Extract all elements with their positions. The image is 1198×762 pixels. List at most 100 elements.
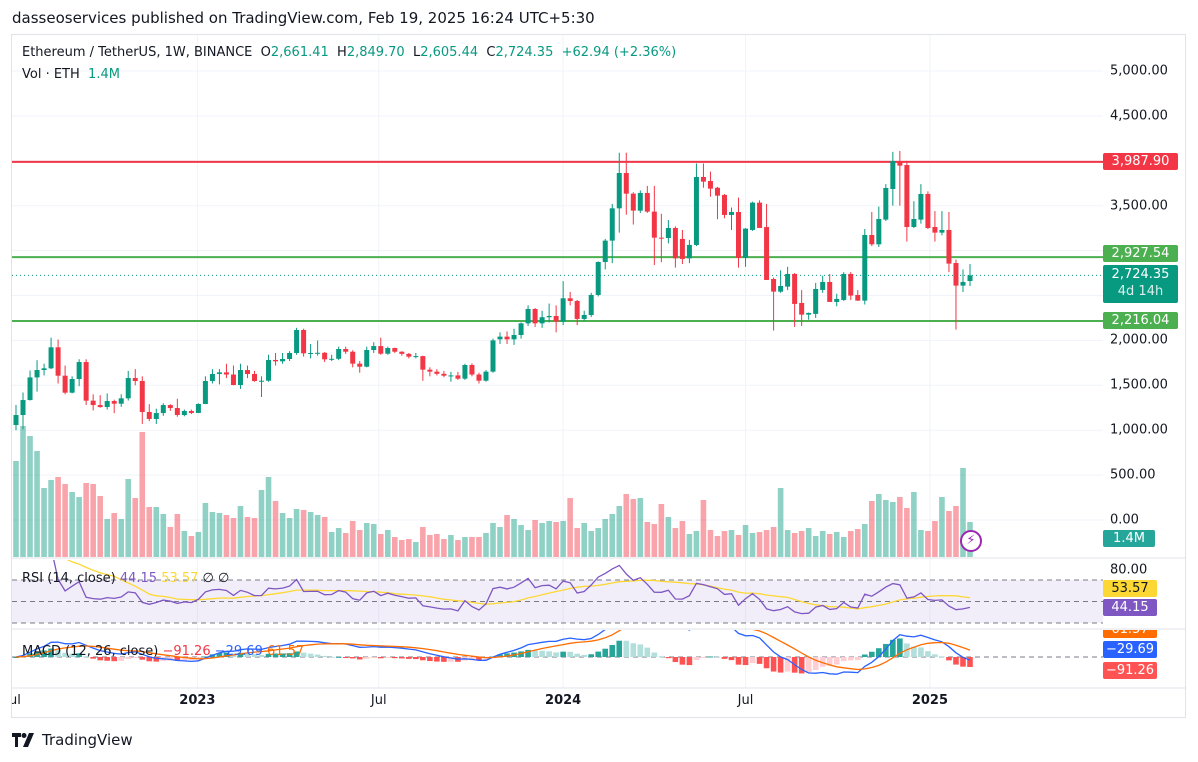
candle-body xyxy=(736,211,742,258)
volume-bar xyxy=(819,531,826,557)
volume-bar xyxy=(714,536,721,557)
volume-bar xyxy=(798,531,805,557)
candle xyxy=(630,192,636,225)
volume-bar xyxy=(34,451,40,557)
macd-histogram-bar xyxy=(588,654,595,657)
candle-body xyxy=(413,356,419,358)
candle-body xyxy=(567,298,573,301)
rsi-level-label: 80.00 xyxy=(1110,562,1148,578)
candle xyxy=(55,339,61,384)
volume-bar xyxy=(826,534,833,557)
macd-histogram-bar xyxy=(48,648,54,657)
volume-bar xyxy=(588,531,595,557)
volume-bar xyxy=(55,477,61,557)
macd-histogram-bar xyxy=(286,653,293,657)
macd-histogram-bar xyxy=(581,654,587,657)
macd-histogram-bar xyxy=(742,657,749,666)
volume-bar xyxy=(125,479,132,557)
rsi-extra-2: ∅ xyxy=(218,571,230,586)
candle xyxy=(336,346,342,361)
volume-bar xyxy=(581,523,587,557)
candle-body xyxy=(118,398,124,404)
time-tick-label: Jul xyxy=(737,693,754,708)
rsi-line xyxy=(53,560,971,615)
candle xyxy=(469,363,475,377)
candle-body xyxy=(406,353,412,357)
candle xyxy=(651,185,657,265)
candle xyxy=(841,272,847,301)
macd-histogram-bar xyxy=(195,657,202,660)
footer[interactable]: TradingView xyxy=(12,731,133,749)
candle xyxy=(20,392,26,430)
resistance-price-badge: 3,987.90 xyxy=(1103,153,1178,170)
time-scale[interactable]: Jul 2023 Jul 2024 Jul 2025 xyxy=(12,688,1103,716)
volume-bar xyxy=(83,483,89,557)
macd-histogram-bar xyxy=(630,643,637,657)
macd-legend[interactable]: MACD (12, 26, close) −91.26 −29.69 61.57 xyxy=(22,644,304,659)
candle-body xyxy=(301,329,307,354)
price-tick-label: 5,000.00 xyxy=(1110,63,1168,79)
volume-label: Vol · ETH xyxy=(22,67,80,82)
volume-bar xyxy=(104,519,110,557)
candle xyxy=(378,337,384,355)
volume-bar xyxy=(560,521,566,557)
candle-body xyxy=(280,358,286,362)
volume-bar xyxy=(455,540,461,557)
volume-bar xyxy=(307,512,314,557)
macd-hist-badge: −91.26 xyxy=(1103,662,1157,679)
candle-body xyxy=(806,312,812,315)
candle-body xyxy=(181,410,187,416)
volume-badge: 1.4M xyxy=(1103,530,1155,547)
candle-body xyxy=(252,373,257,381)
macd-histogram-bar xyxy=(854,657,861,661)
candle xyxy=(960,269,966,292)
volume-bar xyxy=(314,515,321,557)
volume-bar xyxy=(97,496,103,557)
candle xyxy=(483,370,489,382)
candle xyxy=(511,328,517,345)
rsi-legend[interactable]: RSI (14, close) 44.15 53.57 ∅ ∅ xyxy=(22,571,229,586)
volume-legend[interactable]: Vol · ETH 1.4M xyxy=(22,67,120,82)
volume-bar xyxy=(700,500,707,557)
price-tick-label: 4,500.00 xyxy=(1110,108,1168,124)
candle-body xyxy=(420,356,426,370)
volume-bar xyxy=(441,539,447,557)
lightning-icon[interactable]: ⚡ xyxy=(960,530,982,552)
macd-histogram-bar xyxy=(876,648,882,657)
volume-bar xyxy=(946,511,952,557)
volume-bars xyxy=(13,426,973,557)
candle-body xyxy=(216,372,222,374)
candle xyxy=(497,332,503,344)
volume-bar xyxy=(399,540,405,557)
volume-bar xyxy=(721,531,728,557)
macd-histogram-bar xyxy=(125,657,132,659)
candle-body xyxy=(132,378,138,381)
symbol-title[interactable]: Ethereum / TetherUS, 1W, BINANCE xyxy=(22,45,253,60)
volume-bar xyxy=(321,517,328,557)
macd-histogram-bar xyxy=(97,657,103,661)
candle-body xyxy=(876,218,882,245)
macd-histogram-bar xyxy=(146,657,153,662)
rsi-title: RSI (14, close) xyxy=(22,571,116,586)
candle-body xyxy=(511,335,517,340)
macd-histogram-bar xyxy=(441,657,447,662)
chart-frame xyxy=(11,34,1186,718)
macd-histogram-bar xyxy=(391,657,398,659)
candle-body xyxy=(750,202,756,230)
volume-bar xyxy=(69,492,75,557)
candle xyxy=(778,270,784,293)
ohlc-legend[interactable]: Ethereum / TetherUS, 1W, BINANCE O2,661.… xyxy=(22,45,676,60)
candle-body xyxy=(525,308,531,324)
volume-bar xyxy=(195,532,202,557)
candle-body xyxy=(223,372,229,375)
candle xyxy=(301,328,307,357)
volume-bar xyxy=(890,502,896,557)
candle-body xyxy=(609,208,615,241)
candle xyxy=(932,211,938,242)
candle-body xyxy=(230,374,236,386)
macd-histogram-bar xyxy=(883,643,889,657)
candle xyxy=(273,352,279,366)
volume-bar xyxy=(13,461,19,557)
macd-histogram-bar xyxy=(69,653,75,657)
